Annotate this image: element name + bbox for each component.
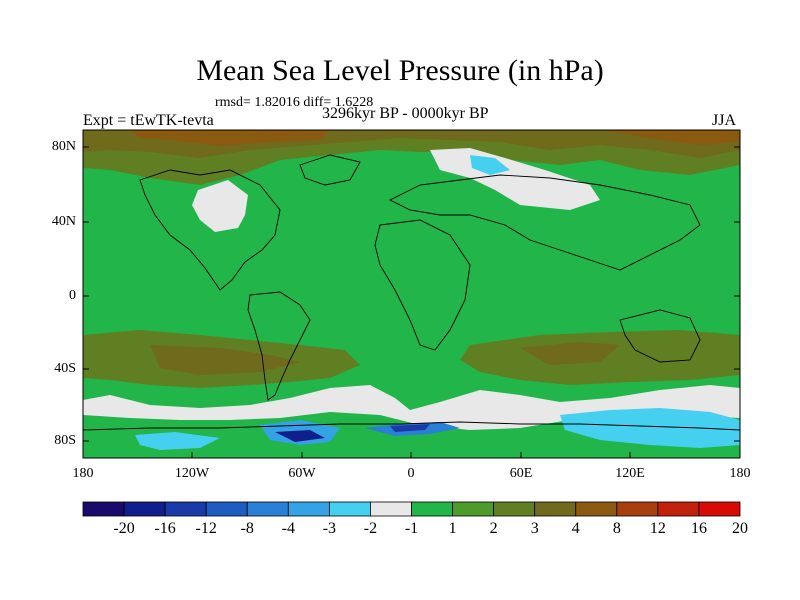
colorbar-label: -4 (281, 520, 295, 537)
lat-tick-label: 80S (54, 433, 76, 448)
lon-tick-label: 180 (72, 466, 94, 481)
lat-tick-label: 40S (54, 361, 76, 376)
colorbar (82, 501, 741, 517)
colorbar-label: -8 (240, 520, 254, 537)
experiment-label: Expt = tEwTK-tevta (83, 112, 214, 129)
lon-tick-label: 180 (729, 466, 751, 481)
axis-ticks (82, 146, 741, 458)
south-america-coast (247, 291, 311, 401)
colorbar-label: -12 (195, 520, 217, 537)
africa-coast (374, 219, 471, 351)
colorbar-box (287, 501, 330, 517)
colorbar-label: 4 (571, 520, 580, 537)
arctic-anomaly-peak (130, 130, 330, 146)
north-america-pale (192, 180, 248, 232)
season-label: JJA (712, 112, 737, 129)
colorbar-box (452, 501, 495, 517)
colorbar-label: -20 (113, 520, 135, 537)
colorbar-label: 3 (530, 520, 539, 537)
lon-tick-label: 60E (509, 466, 533, 481)
colorbar-label: -3 (322, 520, 337, 537)
lon-tick-label: 0 (407, 466, 415, 481)
greenland-coast (299, 154, 361, 186)
siberia-negative (470, 155, 510, 175)
colorbar-label: -2 (363, 520, 378, 537)
indian-ocean-core (520, 342, 620, 365)
lat-tick-label: 80N (51, 139, 76, 154)
lon-tick-label: 120W (174, 466, 210, 481)
colorbar-label: -16 (154, 520, 176, 537)
colorbar-box (411, 501, 453, 517)
colorbar-label: 20 (732, 520, 748, 537)
east-arctic-peak (600, 130, 740, 145)
rmsd-diff-stats: rmsd= 1.82016 diff= 1.6228 (215, 95, 374, 110)
eurasia-coast (388, 174, 701, 271)
period-label: 3296kyr BP - 0000kyr BP (322, 105, 489, 122)
colorbar-box (123, 501, 166, 517)
lat-tick-label: 0 (69, 288, 76, 303)
ross-sea-negative (560, 408, 740, 448)
colorbar-box (328, 501, 371, 517)
pressure-field (83, 130, 740, 458)
colorbar-label: 12 (649, 520, 666, 537)
north-america-coast (139, 169, 281, 291)
colorbar-box (616, 501, 659, 517)
lon-tick-label: 120E (615, 466, 645, 481)
colorbar-label: 16 (690, 520, 707, 537)
colorbar-label: 1 (448, 520, 457, 537)
colorbar-label: -1 (404, 520, 419, 537)
antarctica-coast (83, 421, 740, 431)
colorbar-box (164, 501, 207, 517)
colorbar-box (698, 501, 741, 517)
lon-tick-label: 60W (288, 466, 316, 481)
colorbar-box (657, 501, 700, 517)
south-pacific-core (150, 345, 300, 375)
colorbar-box (246, 501, 289, 517)
weddell-strong (275, 430, 325, 442)
amundsen-negative (135, 432, 220, 450)
colorbar-box (370, 501, 412, 517)
colorbar-box (82, 501, 125, 517)
colorbar-box (575, 501, 618, 517)
colorbar-label: 8 (612, 520, 621, 537)
lat-tick-label: 40N (51, 214, 76, 229)
colorbar-box (493, 501, 536, 517)
antarctic-coast-strong (390, 424, 430, 432)
australia-coast (619, 309, 701, 363)
colorbar-box (205, 501, 248, 517)
colorbar-box (534, 501, 577, 517)
colorbar-label: 2 (489, 520, 498, 537)
coastlines (83, 154, 740, 431)
map-title: Mean Sea Level Pressure (in hPa) (196, 54, 604, 87)
